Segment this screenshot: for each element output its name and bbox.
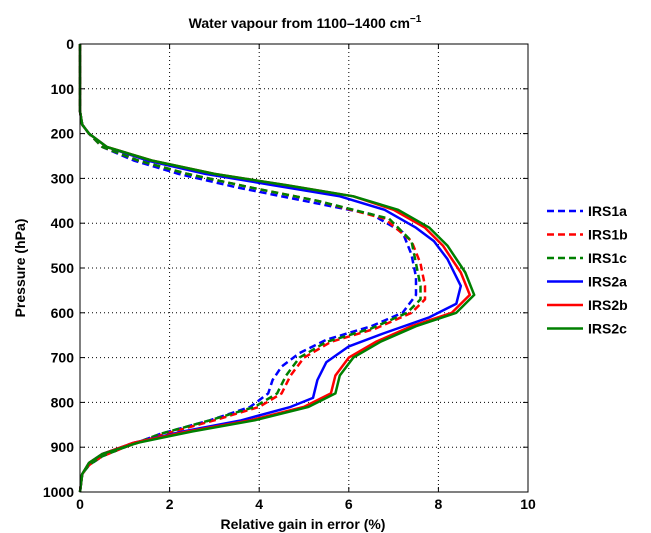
y-tick-label: 300	[51, 170, 75, 186]
y-tick-label: 100	[51, 81, 75, 97]
y-tick-label: 400	[51, 215, 75, 231]
legend-label-irs1c: IRS1c	[588, 250, 627, 266]
y-tick-label: 900	[51, 439, 75, 455]
y-tick-label: 0	[66, 36, 74, 52]
y-axis-label: Pressure (hPa)	[12, 219, 28, 318]
series-line-irs1c	[78, 44, 422, 493]
legend-label-irs2a: IRS2a	[588, 274, 627, 290]
grid	[80, 44, 528, 492]
y-tick-label: 800	[51, 394, 75, 410]
y-tick-label: 600	[51, 305, 75, 321]
x-axis-label: Relative gain in error (%)	[221, 516, 386, 532]
x-tick-label: 6	[345, 496, 353, 512]
legend-label-irs1a: IRS1a	[588, 203, 627, 219]
y-tick-label: 1000	[43, 484, 74, 500]
series-line-irs2c	[78, 44, 476, 493]
x-tick-label: 4	[255, 496, 263, 512]
x-tick-label: 10	[520, 496, 536, 512]
legend-label-irs2c: IRS2c	[588, 321, 627, 337]
y-tick-label: 200	[51, 126, 75, 142]
legend: IRS1a IRS1b IRS1c IRS2a IRS2b IRS2c	[547, 203, 628, 337]
x-tick-label: 8	[435, 496, 443, 512]
series-group	[78, 44, 476, 493]
y-tick-label: 500	[51, 260, 75, 276]
y-tick-label: 700	[51, 350, 75, 366]
x-tick-label: 0	[76, 496, 84, 512]
legend-label-irs1b: IRS1b	[588, 227, 628, 243]
legend-label-irs2b: IRS2b	[588, 297, 628, 313]
chart-title: Water vapour from 1100–1400 cm−1	[189, 14, 422, 31]
x-tick-label: 2	[166, 496, 174, 512]
